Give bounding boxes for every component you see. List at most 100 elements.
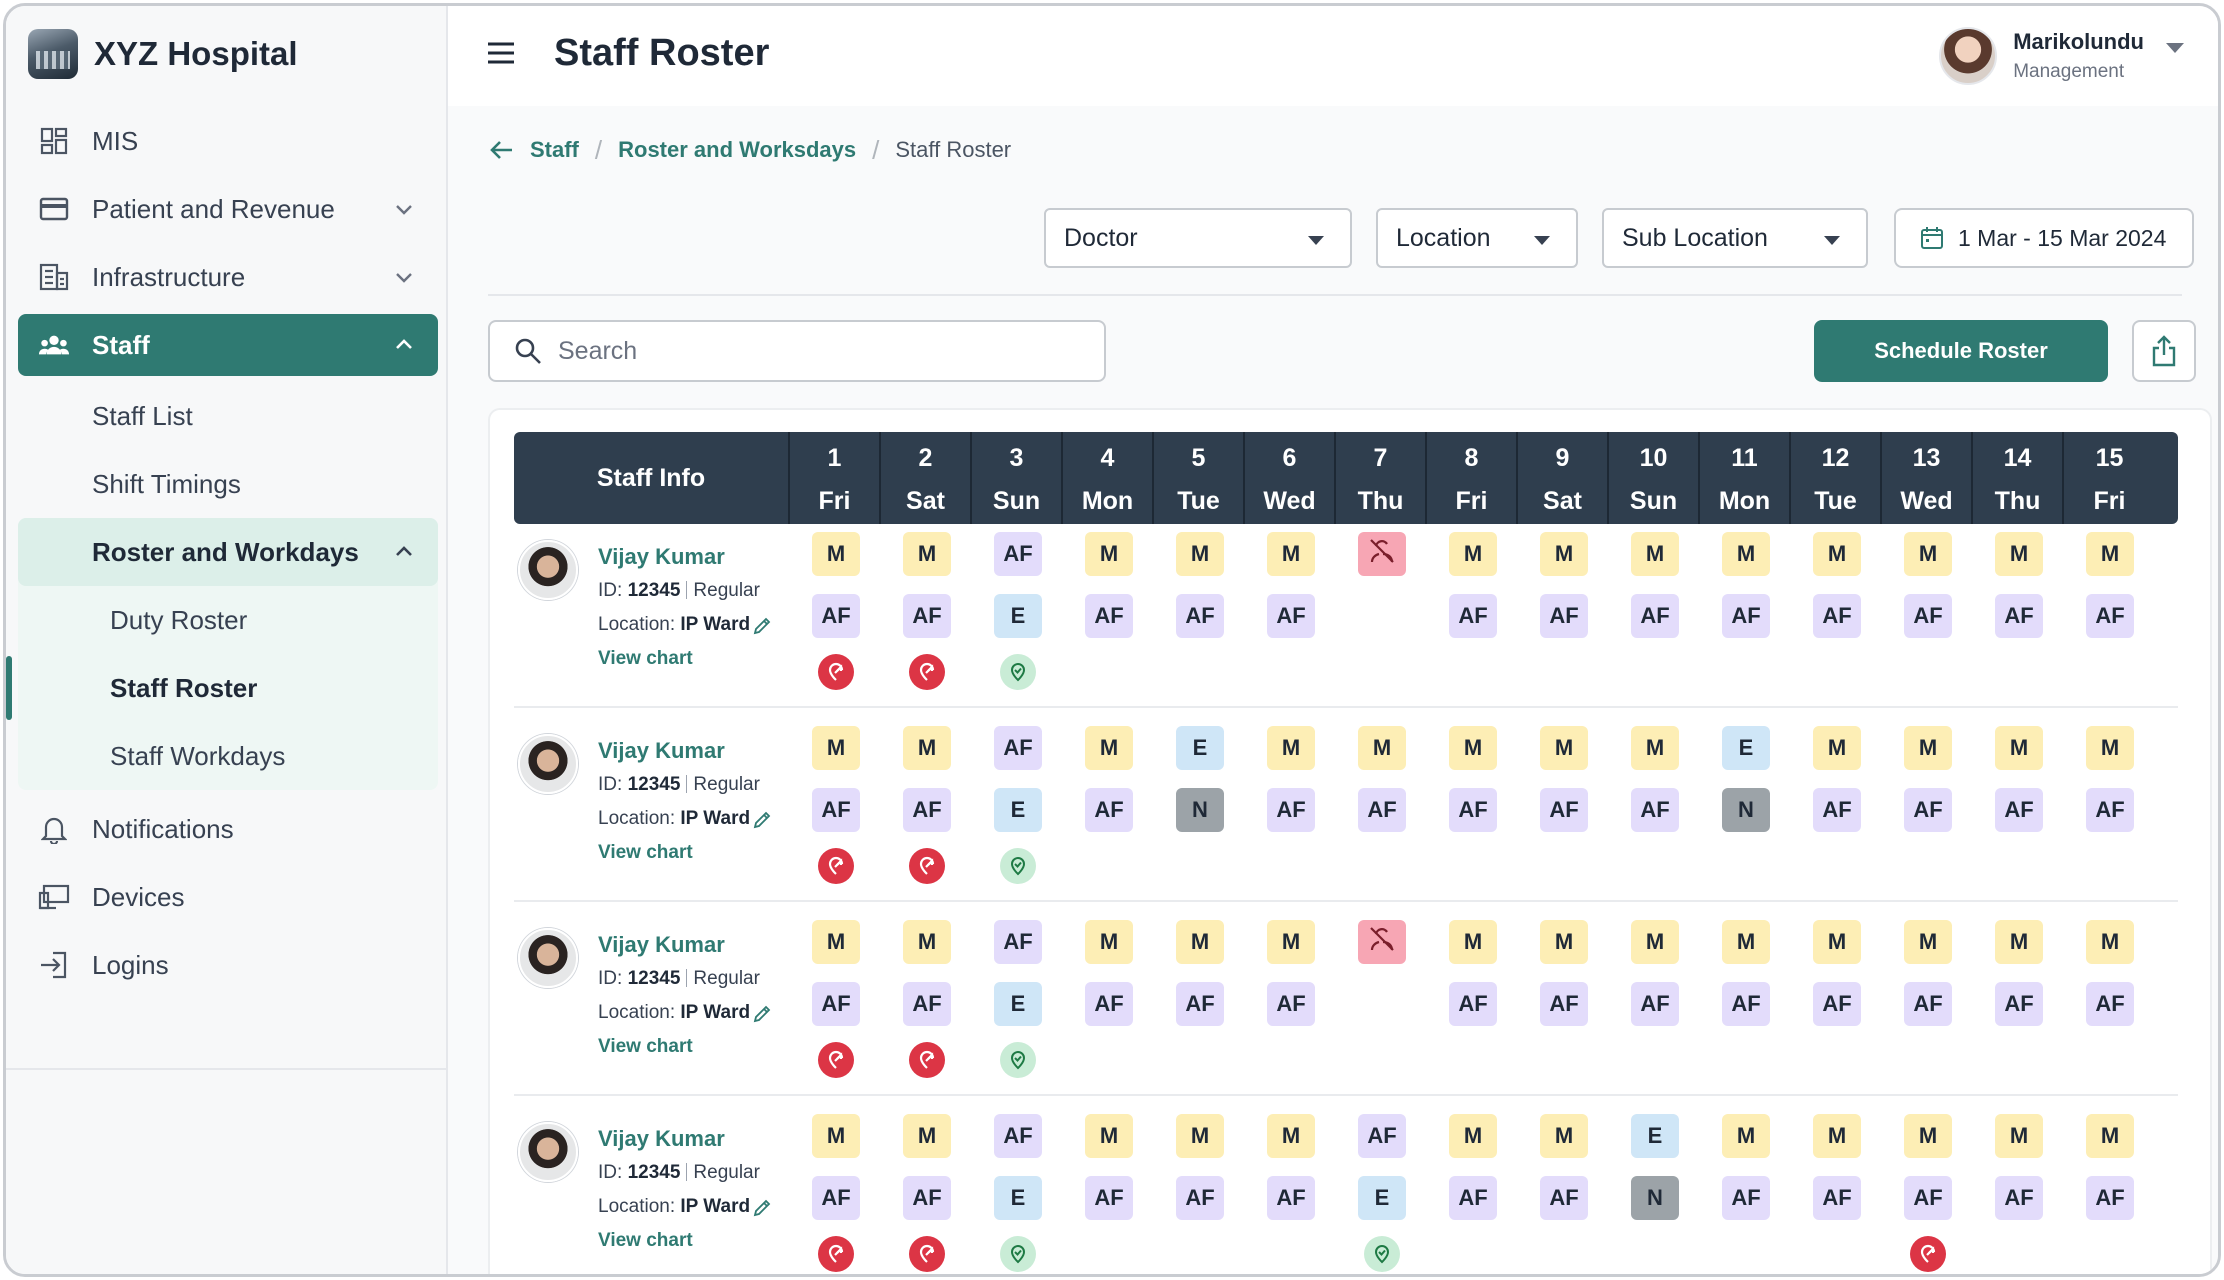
- shift-chip[interactable]: AF: [2086, 788, 2134, 832]
- shift-chip[interactable]: M: [1904, 920, 1952, 964]
- shift-chip[interactable]: M: [1085, 1114, 1133, 1158]
- shift-chip[interactable]: AF: [903, 594, 951, 638]
- search-box[interactable]: [488, 320, 1106, 382]
- shift-chip[interactable]: M: [1631, 920, 1679, 964]
- schedule-roster-button[interactable]: Schedule Roster: [1814, 320, 2108, 382]
- location-alert-icon[interactable]: [818, 654, 854, 690]
- view-chart-link[interactable]: View chart: [598, 842, 693, 863]
- shift-chip[interactable]: AF: [1631, 982, 1679, 1026]
- shift-chip[interactable]: M: [1267, 1114, 1315, 1158]
- view-chart-link[interactable]: View chart: [598, 1036, 693, 1057]
- shift-chip[interactable]: AF: [1176, 982, 1224, 1026]
- shift-chip[interactable]: M: [1085, 532, 1133, 576]
- breadcrumb-roster-workdays[interactable]: Roster and Worksdays: [618, 137, 857, 162]
- shift-chip[interactable]: AF: [1267, 982, 1315, 1026]
- shift-chip[interactable]: AF: [1904, 788, 1952, 832]
- shift-chip[interactable]: AF: [1085, 788, 1133, 832]
- sidebar-subitem-staff-list[interactable]: Staff List: [92, 400, 193, 431]
- edit-pencil-icon[interactable]: [752, 616, 772, 636]
- shift-chip[interactable]: M: [1267, 532, 1315, 576]
- shift-chip[interactable]: M: [1176, 532, 1224, 576]
- location-alert-icon[interactable]: [818, 1042, 854, 1078]
- shift-chip[interactable]: E: [1358, 1176, 1406, 1220]
- location-select[interactable]: Location: [1376, 208, 1578, 268]
- doctor-select[interactable]: Doctor: [1044, 208, 1352, 268]
- shift-chip[interactable]: AF: [1449, 788, 1497, 832]
- shift-chip[interactable]: AF: [994, 532, 1042, 576]
- shift-chip[interactable]: M: [1176, 920, 1224, 964]
- shift-chip[interactable]: E: [994, 982, 1042, 1026]
- day-off-chip[interactable]: [1358, 920, 1406, 964]
- shift-chip[interactable]: M: [1995, 920, 2043, 964]
- sidebar-subitem-staff-workdays[interactable]: Staff Workdays: [110, 740, 286, 771]
- shift-chip[interactable]: AF: [1631, 788, 1679, 832]
- shift-chip[interactable]: AF: [2086, 594, 2134, 638]
- location-verified-icon[interactable]: [1000, 654, 1036, 690]
- location-alert-icon[interactable]: [909, 654, 945, 690]
- shift-chip[interactable]: AF: [1995, 594, 2043, 638]
- brand[interactable]: XYZ Hospital: [28, 26, 298, 82]
- chevron-down-icon[interactable]: [392, 265, 416, 289]
- shift-chip[interactable]: AF: [1085, 982, 1133, 1026]
- shift-chip[interactable]: AF: [812, 788, 860, 832]
- shift-chip[interactable]: E: [994, 788, 1042, 832]
- shift-chip[interactable]: N: [1176, 788, 1224, 832]
- shift-chip[interactable]: AF: [1267, 788, 1315, 832]
- date-range-picker[interactable]: 1 Mar - 15 Mar 2024: [1894, 208, 2194, 268]
- back-arrow-icon[interactable]: [488, 136, 516, 164]
- shift-chip[interactable]: AF: [1813, 788, 1861, 832]
- shift-chip[interactable]: N: [1631, 1176, 1679, 1220]
- shift-chip[interactable]: M: [1813, 920, 1861, 964]
- shift-chip[interactable]: E: [994, 594, 1042, 638]
- breadcrumb-staff[interactable]: Staff: [530, 137, 579, 162]
- shift-chip[interactable]: M: [1995, 1114, 2043, 1158]
- shift-chip[interactable]: AF: [1176, 594, 1224, 638]
- sub-location-select[interactable]: Sub Location: [1602, 208, 1868, 268]
- location-verified-icon[interactable]: [1000, 848, 1036, 884]
- location-alert-icon[interactable]: [818, 848, 854, 884]
- shift-chip[interactable]: AF: [994, 920, 1042, 964]
- shift-chip[interactable]: AF: [1267, 1176, 1315, 1220]
- shift-chip[interactable]: M: [903, 1114, 951, 1158]
- shift-chip[interactable]: M: [1904, 1114, 1952, 1158]
- shift-chip[interactable]: M: [1449, 920, 1497, 964]
- edit-pencil-icon[interactable]: [752, 1004, 772, 1024]
- sidebar-item-notifications[interactable]: Notifications: [18, 798, 438, 860]
- shift-chip[interactable]: M: [812, 920, 860, 964]
- shift-chip[interactable]: AF: [2086, 982, 2134, 1026]
- shift-chip[interactable]: M: [2086, 920, 2134, 964]
- shift-chip[interactable]: AF: [1904, 594, 1952, 638]
- shift-chip[interactable]: AF: [1540, 1176, 1588, 1220]
- shift-chip[interactable]: M: [1631, 532, 1679, 576]
- shift-chip[interactable]: AF: [994, 1114, 1042, 1158]
- shift-chip[interactable]: AF: [1358, 1114, 1406, 1158]
- shift-chip[interactable]: AF: [812, 594, 860, 638]
- shift-chip[interactable]: M: [1267, 726, 1315, 770]
- chevron-up-icon[interactable]: [392, 540, 416, 564]
- staff-name-link[interactable]: Vijay Kumar: [598, 1126, 725, 1151]
- shift-chip[interactable]: M: [1995, 726, 2043, 770]
- shift-chip[interactable]: AF: [994, 726, 1042, 770]
- shift-chip[interactable]: M: [1267, 920, 1315, 964]
- search-input[interactable]: [558, 336, 1078, 366]
- shift-chip[interactable]: M: [812, 532, 860, 576]
- shift-chip[interactable]: M: [1358, 726, 1406, 770]
- shift-chip[interactable]: AF: [1722, 1176, 1770, 1220]
- sidebar-subitem-staff-roster[interactable]: Staff Roster: [6, 654, 438, 722]
- shift-chip[interactable]: M: [1722, 920, 1770, 964]
- shift-chip[interactable]: E: [1722, 726, 1770, 770]
- shift-chip[interactable]: M: [1722, 1114, 1770, 1158]
- shift-chip[interactable]: M: [1813, 726, 1861, 770]
- shift-chip[interactable]: M: [1813, 532, 1861, 576]
- shift-chip[interactable]: AF: [1449, 982, 1497, 1026]
- export-button[interactable]: [2132, 320, 2196, 382]
- day-off-chip[interactable]: [1358, 532, 1406, 576]
- sidebar-item-staff[interactable]: Staff: [18, 314, 438, 376]
- shift-chip[interactable]: M: [1722, 532, 1770, 576]
- shift-chip[interactable]: AF: [1813, 1176, 1861, 1220]
- shift-chip[interactable]: AF: [1631, 594, 1679, 638]
- edit-pencil-icon[interactable]: [752, 810, 772, 830]
- shift-chip[interactable]: AF: [1722, 982, 1770, 1026]
- chevron-down-icon[interactable]: [392, 197, 416, 221]
- shift-chip[interactable]: AF: [1540, 594, 1588, 638]
